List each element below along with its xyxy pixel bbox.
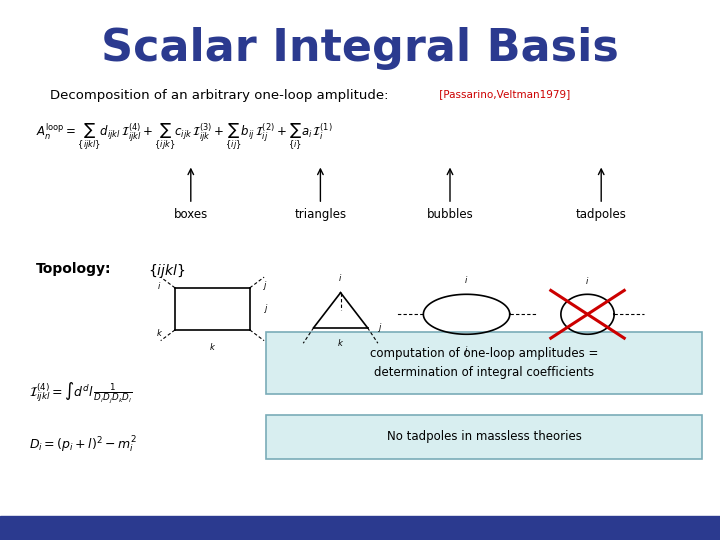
Text: tadpoles: tadpoles [576, 208, 626, 221]
Text: $j$: $j$ [264, 302, 269, 315]
Text: triangles: triangles [294, 208, 346, 221]
FancyBboxPatch shape [266, 415, 702, 459]
Text: Topology:: Topology: [36, 262, 112, 276]
Text: bubbles: bubbles [427, 208, 473, 221]
Text: 6: 6 [690, 521, 698, 535]
Text: $i$: $i$ [338, 272, 343, 283]
Text: $\{ijkl\}$: $\{ijkl\}$ [148, 262, 185, 280]
Text: $j$: $j$ [263, 279, 269, 292]
Text: $j$: $j$ [379, 321, 384, 334]
Text: computation of one-loop amplitudes =
determination of integral coefficients: computation of one-loop amplitudes = det… [370, 347, 598, 379]
Text: $D_i = (p_i + l)^2 - m_i^2$: $D_i = (p_i + l)^2 - m_i^2$ [29, 435, 137, 455]
Text: Decomposition of an arbitrary one-loop amplitude:: Decomposition of an arbitrary one-loop a… [50, 89, 389, 102]
Text: No tadpoles in massless theories: No tadpoles in massless theories [387, 430, 582, 443]
Text: $i$: $i$ [464, 274, 469, 285]
FancyBboxPatch shape [266, 332, 702, 394]
Text: $k$: $k$ [209, 341, 216, 352]
Text: $j$: $j$ [464, 344, 469, 357]
Text: [Passarino,Veltman1979]: [Passarino,Veltman1979] [436, 89, 570, 99]
Text: $k$: $k$ [337, 338, 344, 348]
Text: $k$: $k$ [156, 327, 163, 338]
Text: $i$: $i$ [585, 275, 590, 286]
Text: boxes: boxes [174, 208, 208, 221]
Text: $\mathcal{I}_{ijkl}^{(4)} = \int d^d l \, \frac{1}{D_i D_j D_k D_l}$: $\mathcal{I}_{ijkl}^{(4)} = \int d^d l \… [29, 381, 132, 406]
Text: Scalar Integral Basis: Scalar Integral Basis [101, 27, 619, 70]
Text: $i$: $i$ [157, 280, 161, 291]
Text: $A_n^{\rm loop} = \sum_{\{ijkl\}} d_{ijkl}\,\mathcal{I}_{ijkl}^{(4)} + \sum_{\{i: $A_n^{\rm loop} = \sum_{\{ijkl\}} d_{ijk… [36, 122, 333, 152]
